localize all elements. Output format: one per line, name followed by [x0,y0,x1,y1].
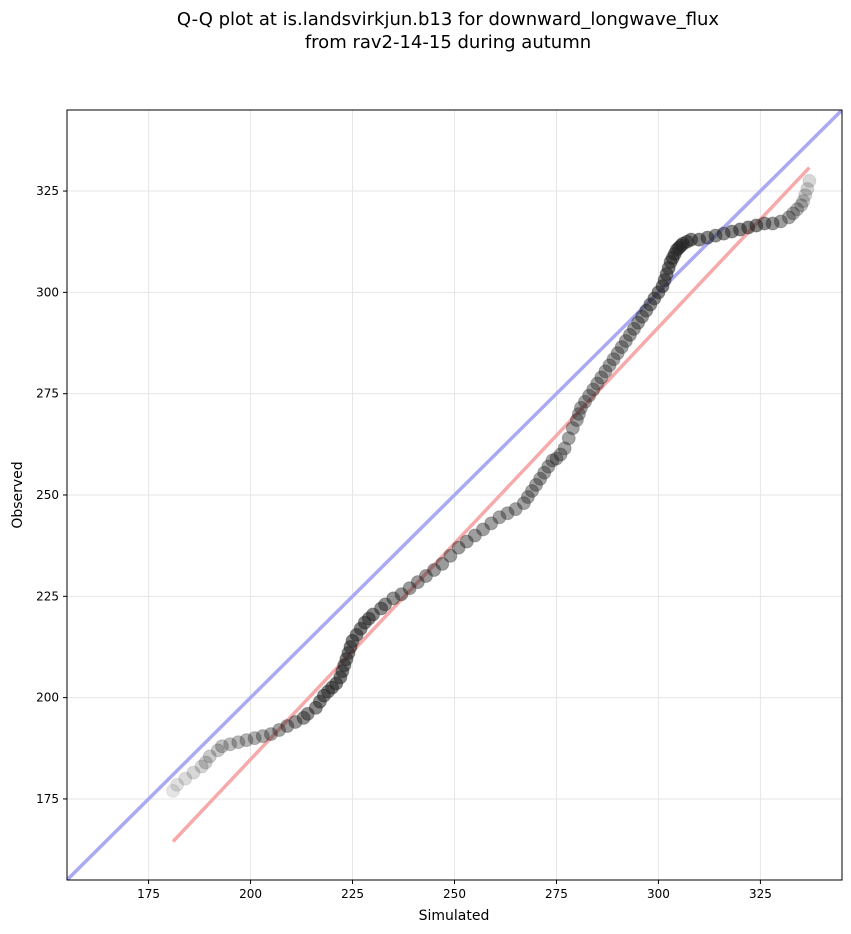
x-tick-label: 300 [647,887,670,901]
data-point [618,334,633,348]
data-point [194,759,209,774]
x-axis-label: Simulated [419,908,490,924]
data-point [781,210,796,225]
data-point [210,743,225,758]
data-point [500,506,515,521]
data-point [215,739,229,754]
data-point [443,548,458,563]
data-point [802,173,817,188]
data-point [378,597,393,612]
data-point [578,394,593,409]
data-point [520,490,535,505]
data-point [451,540,466,555]
y-tick-label: 325 [36,184,59,198]
y-tick-label: 250 [36,488,59,502]
data-point [484,516,499,531]
data-point [622,327,637,342]
x-tick-label: 250 [443,887,466,901]
data-point [166,783,181,798]
data-point [610,346,625,361]
data-point [557,441,572,456]
data-point [247,731,262,746]
x-tick-label: 325 [749,887,772,901]
data-point [757,216,772,231]
chart-title-line-2: from rav2-14-15 during autumn [305,32,591,53]
data-point [590,376,605,391]
data-point [798,188,813,203]
data-point [394,587,409,602]
data-point [239,733,254,748]
data-point [263,727,278,742]
y-tick-label: 300 [36,285,59,299]
data-point [586,382,601,397]
data-point [170,777,185,792]
y-tick-label: 225 [36,589,59,603]
data-point [549,451,564,466]
data-point [565,421,580,436]
data-point [272,723,287,738]
data-point [786,206,801,221]
data-point [545,453,560,468]
chart-title-line-1: Q-Q plot at is.landsvirkjun.b13 for down… [177,9,720,30]
data-point [223,737,238,752]
x-axis-ticks: 175 200 225 250 275 300 325 [137,880,772,901]
data-point [571,406,586,421]
x-tick-label: 200 [239,887,262,901]
data-point [508,502,523,517]
data-point [631,315,646,330]
data-point [476,522,491,537]
data-point [418,569,433,584]
data-point [626,321,641,336]
data-point [794,198,809,213]
data-point [533,471,548,486]
data-point [280,719,295,733]
data-point [198,755,213,770]
data-point [773,214,788,229]
data-point [492,510,507,525]
data-point [602,358,617,373]
data-point [427,562,442,577]
data-point [598,364,613,379]
data-point [594,370,609,385]
x-tick-label: 225 [341,887,364,901]
data-point [516,496,531,511]
data-point [796,194,811,209]
y-tick-label: 175 [36,792,59,806]
data-point [790,202,805,217]
data-point [606,352,621,367]
data-point [569,413,584,428]
data-point [561,431,576,446]
data-point [459,534,474,549]
data-point [553,447,568,462]
grid [67,110,842,880]
data-point [529,477,544,492]
y-axis-label: Observed [10,461,26,528]
data-point [582,388,597,403]
fit-line [171,166,811,843]
data-point [435,556,450,571]
data-point [186,765,201,780]
data-point [765,216,780,231]
data-point [537,465,552,480]
data-point [202,749,217,764]
x-tick-label: 275 [545,887,568,901]
data-point [178,771,193,786]
data-point [467,528,482,543]
data-point [386,591,401,606]
data-point [614,340,629,355]
y-tick-label: 200 [36,691,59,705]
quantile-points [166,173,817,798]
data-point [255,729,270,744]
data-point [541,459,556,474]
y-axis-ticks: 175 200 225 250 275 300 325 [36,184,67,806]
data-point [573,400,588,415]
data-point [525,483,539,498]
data-point [231,735,246,750]
y-tick-label: 275 [36,387,59,401]
data-point [410,575,425,590]
data-point [800,182,815,197]
x-tick-label: 175 [137,887,160,901]
data-point [402,581,417,596]
